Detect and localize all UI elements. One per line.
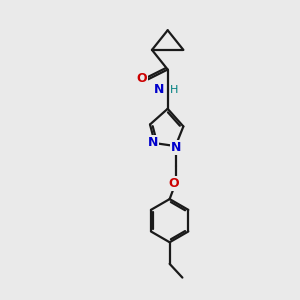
Text: H: H (170, 85, 179, 95)
Text: O: O (168, 177, 179, 190)
Text: N: N (171, 141, 182, 154)
Text: N: N (148, 136, 158, 148)
Text: N: N (154, 82, 165, 96)
Text: O: O (137, 72, 148, 85)
